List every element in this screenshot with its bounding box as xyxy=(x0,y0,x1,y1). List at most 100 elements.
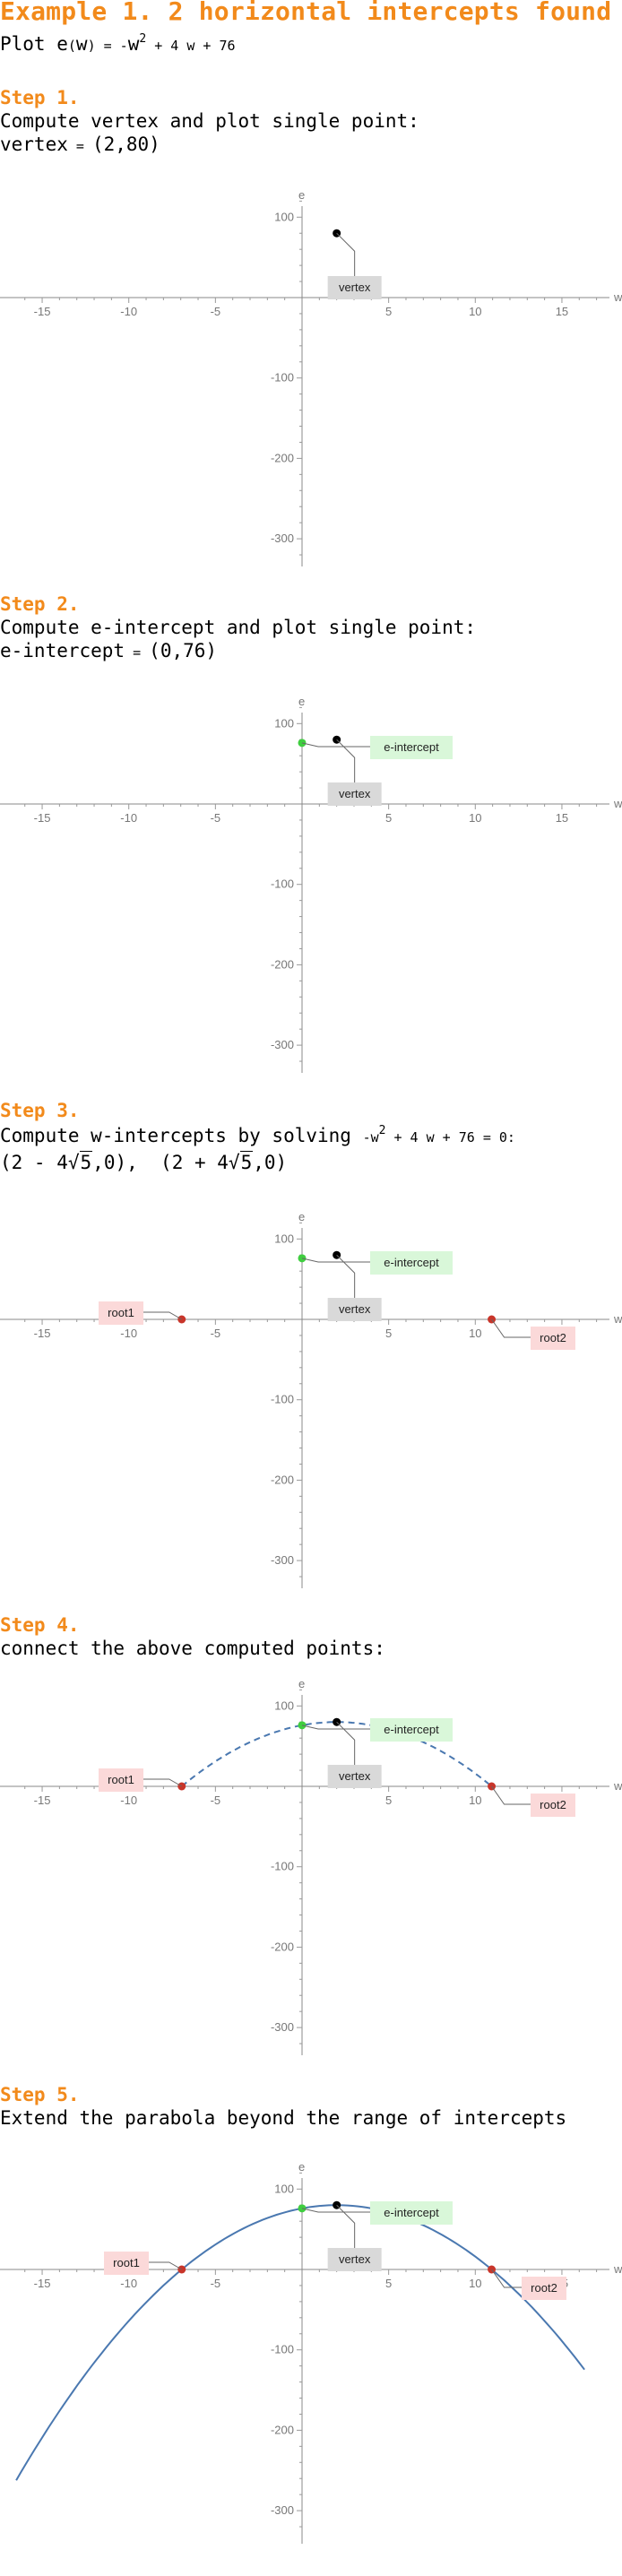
x-axis-label: w xyxy=(613,2262,622,2276)
e-intercept-label-leader xyxy=(301,2208,370,2213)
x-tick-label: 15 xyxy=(556,811,568,825)
x-tick-label: 10 xyxy=(469,811,481,825)
y-tick-label: -200 xyxy=(271,1940,294,1953)
root2-label-leader xyxy=(491,1785,531,1805)
root2-label-box xyxy=(522,2277,566,2300)
x-tick-label: -15 xyxy=(34,1794,51,1807)
e-intercept-label-text: e-intercept xyxy=(384,1723,439,1736)
x-tick-label: 10 xyxy=(469,305,481,318)
root1-label-leader xyxy=(143,1778,183,1787)
e-intercept-label-leader xyxy=(301,1258,370,1263)
e-intercept-label-leader xyxy=(301,742,370,748)
root1-label-text: root1 xyxy=(108,1306,134,1319)
y-axis-label: e xyxy=(298,1677,305,1690)
y-axis-label: e xyxy=(298,695,305,708)
y-tick-label: -300 xyxy=(271,532,294,545)
root2-label-text: root2 xyxy=(531,2281,557,2295)
plot-step-4: we-15-10-551015100-100-200-300vertexe-in… xyxy=(0,1677,622,2055)
x-tick-label: 10 xyxy=(469,1327,481,1340)
x-tick-label: -5 xyxy=(211,1327,221,1340)
x-tick-label: 5 xyxy=(385,305,392,318)
page-title: Example 1. 2 horizontal intercepts found xyxy=(0,0,612,26)
x-axis-label: w xyxy=(613,1779,622,1793)
y-tick-label: -100 xyxy=(271,1393,294,1406)
e-intercept-label-box xyxy=(370,1251,453,1275)
x-tick-label: 5 xyxy=(385,1794,392,1807)
root1-label-text: root1 xyxy=(108,1773,134,1786)
x-tick-label: -5 xyxy=(211,1794,221,1807)
root1-label-box xyxy=(104,2252,149,2275)
vertex-label-text: vertex xyxy=(339,1769,371,1783)
step-3-heading: Step 3. xyxy=(0,1100,80,1121)
x-tick-label: 10 xyxy=(469,1794,481,1807)
vertex-label-text: vertex xyxy=(339,1302,371,1316)
root2-label-leader xyxy=(491,2269,522,2288)
y-tick-label: -300 xyxy=(271,2503,294,2517)
y-axis-label: e xyxy=(298,1210,305,1223)
y-tick-label: 100 xyxy=(274,1232,294,1245)
vertex-label-leader xyxy=(336,1254,356,1298)
step-3-roots: (2 - 4√5,0), (2 + 4√5,0) xyxy=(0,1151,288,1173)
vertex-label-box xyxy=(327,782,382,806)
root2-label-leader xyxy=(491,1318,531,1338)
x-tick-label: 5 xyxy=(385,811,392,825)
vertex-label-box xyxy=(327,1765,382,1788)
x-tick-label: -10 xyxy=(120,1327,137,1340)
vertex-label-leader xyxy=(336,232,356,276)
step-5-heading: Step 5. xyxy=(0,2084,80,2105)
y-tick-label: -300 xyxy=(271,1038,294,1051)
y-tick-label: -100 xyxy=(271,877,294,891)
step-5-text: Extend the parabola beyond the range of … xyxy=(0,2107,567,2129)
root1-label-box xyxy=(99,1768,143,1792)
root1-label-leader xyxy=(143,1311,183,1320)
step-1-heading: Step 1. xyxy=(0,87,80,108)
y-tick-label: -100 xyxy=(271,1860,294,1873)
step-1-result: vertex = (2,80) xyxy=(0,134,160,155)
vertex-label-box xyxy=(327,276,382,299)
y-axis-label: e xyxy=(298,2160,305,2174)
step-2-heading: Step 2. xyxy=(0,593,80,615)
x-tick-label: 5 xyxy=(385,1327,392,1340)
step-4-text: connect the above computed points: xyxy=(0,1638,385,1659)
plot-step-3: we-15-10-551015100-100-200-300vertexe-in… xyxy=(0,1210,622,1588)
e-intercept-label-text: e-intercept xyxy=(384,2206,439,2219)
step-2-result: e-intercept = (0,76) xyxy=(0,640,218,661)
y-tick-label: -300 xyxy=(271,2020,294,2034)
e-intercept-label-leader xyxy=(301,1725,370,1730)
y-tick-label: 100 xyxy=(274,716,294,730)
vertex-label-box xyxy=(327,1298,382,1321)
step-2-text: Compute e-intercept and plot single poin… xyxy=(0,617,477,638)
x-tick-label: 5 xyxy=(385,2277,392,2290)
vertex-label-leader xyxy=(336,1721,356,1765)
plot-step-2: w e -15 -10 -5 5 10 15 100 -100 -200 -300 vertex e-in… xyxy=(0,695,622,1073)
root2-label-text: root2 xyxy=(540,1798,566,1811)
e-intercept-label-text: e-intercept xyxy=(384,1256,439,1269)
root1-label-box xyxy=(99,1301,143,1325)
x-tick-label: -15 xyxy=(34,2277,51,2290)
x-tick-label: -15 xyxy=(34,305,51,318)
e-intercept-label-box xyxy=(370,736,453,759)
x-axis-label: w xyxy=(613,290,622,304)
vertex-label-leader xyxy=(336,739,356,782)
x-tick-label: -5 xyxy=(211,811,221,825)
x-axis-label: w xyxy=(613,1312,622,1326)
y-tick-label: -300 xyxy=(271,1553,294,1567)
x-tick-label: -5 xyxy=(211,305,221,318)
x-tick-label: -15 xyxy=(34,1327,51,1340)
root2-label-box xyxy=(531,1794,575,1817)
plot-step-5: we-15-10-551015100-100-200-300vertexe-in… xyxy=(0,2160,622,2544)
y-axis-label: e xyxy=(298,188,305,202)
y-tick-label: -200 xyxy=(271,1473,294,1486)
x-tick-label: -10 xyxy=(120,305,137,318)
root2-label-text: root2 xyxy=(540,1331,566,1344)
y-tick-label: 100 xyxy=(274,2182,294,2195)
e-intercept-label-box xyxy=(370,2201,453,2225)
y-tick-label: -200 xyxy=(271,957,294,971)
vertex-label-text: vertex xyxy=(339,2252,371,2266)
parabola-curve xyxy=(15,2204,585,2481)
plot-step-1: w e -15 -10 -5 5 10 15 100 -100 -200 -300 vertex xyxy=(0,188,622,566)
vertex-label-box xyxy=(327,2248,382,2271)
plot-function-line: Plot e(w) = -w2 + 4 w + 76 xyxy=(0,32,236,55)
y-tick-label: -100 xyxy=(271,371,294,385)
root1-label-text: root1 xyxy=(113,2256,140,2269)
